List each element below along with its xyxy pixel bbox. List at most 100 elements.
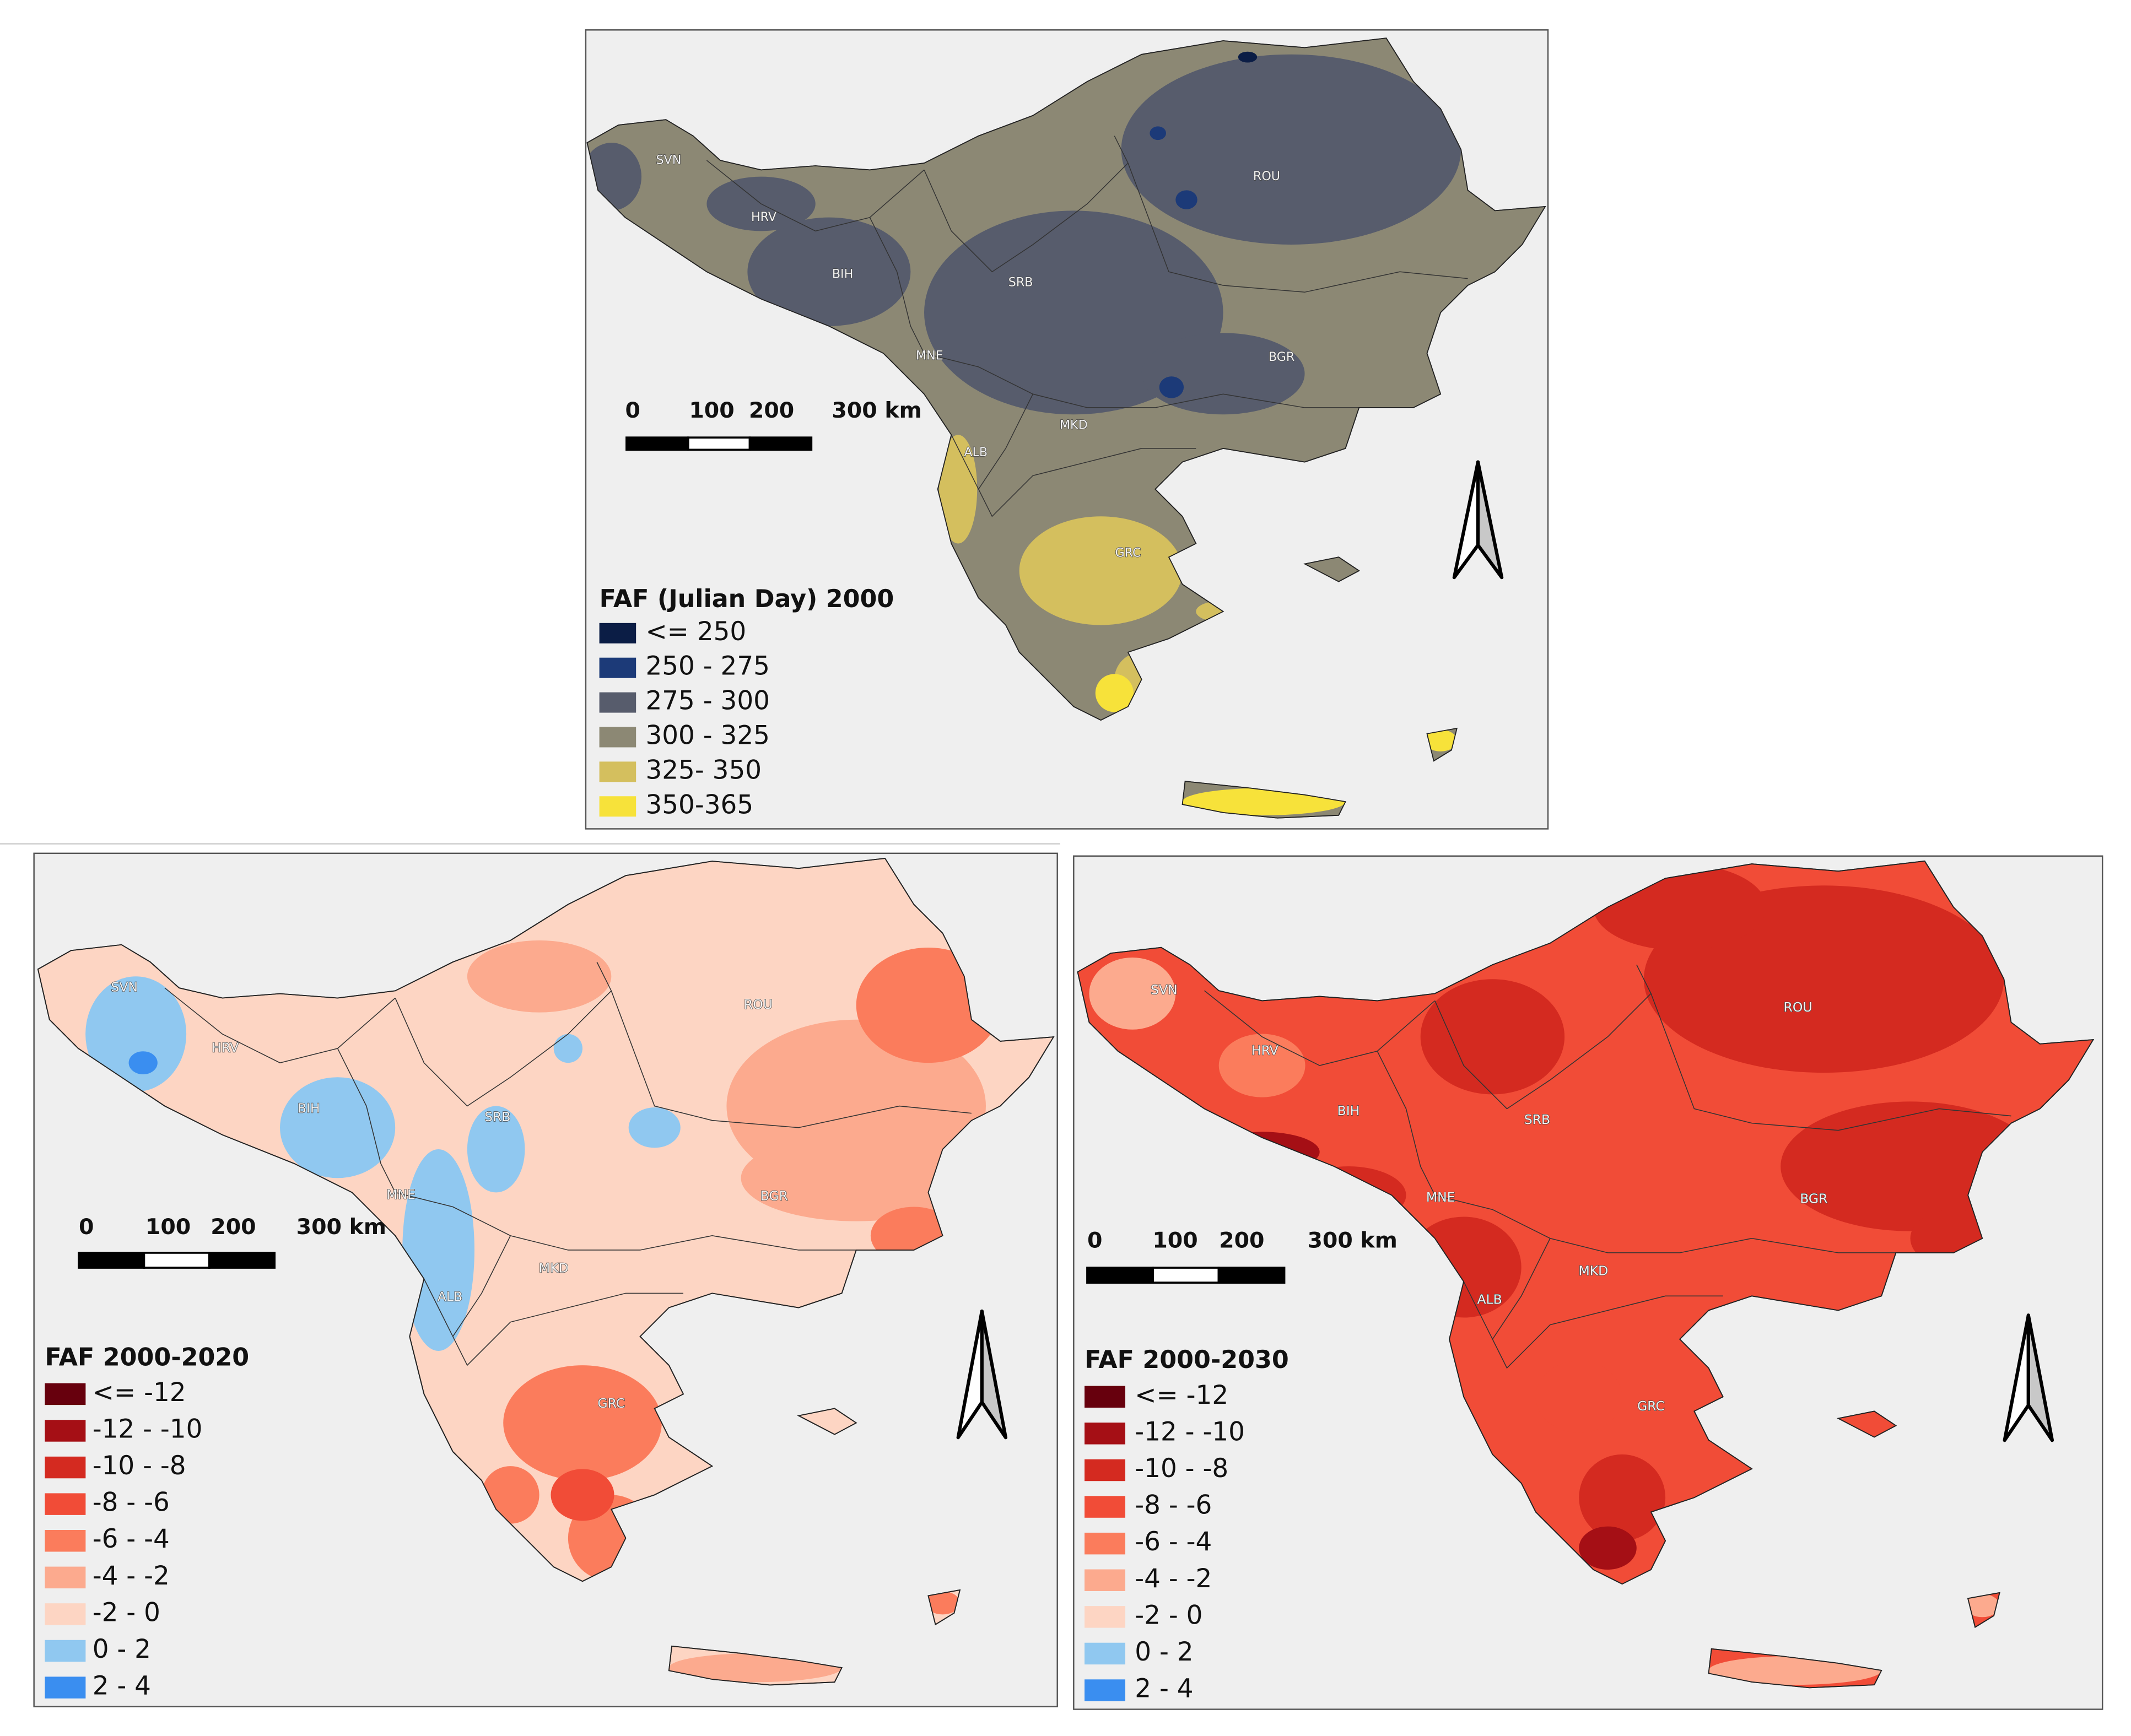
- country-label: HRV: [751, 210, 776, 224]
- country-border: [1377, 1051, 1436, 1196]
- legend-swatch: [45, 1456, 86, 1479]
- legend-swatch: [1085, 1569, 1126, 1591]
- scale-bar: [625, 436, 689, 451]
- country-label: HRV: [212, 1040, 239, 1055]
- legend-swatch: [599, 692, 636, 713]
- legend-title: FAF 2000-2030: [1085, 1346, 1289, 1374]
- scale-bar: [78, 1252, 145, 1269]
- legend-swatch: [599, 623, 636, 643]
- shade-zone: [1019, 516, 1183, 625]
- legend-label: -4 - -2: [93, 1561, 170, 1591]
- country-label: ALB: [1477, 1292, 1502, 1307]
- shading: [49, 940, 1001, 1683]
- legend-swatch: [45, 1420, 86, 1442]
- legend-label: -12 - -10: [93, 1414, 203, 1444]
- legend-swatch: [1085, 1532, 1126, 1555]
- country-label: GRC: [1637, 1398, 1665, 1414]
- country-border: [951, 434, 979, 490]
- legend-label: -2 - 0: [93, 1598, 160, 1627]
- scale-label: 0: [1087, 1228, 1102, 1253]
- country-border: [1650, 993, 2011, 1131]
- legend-swatch: [45, 1493, 86, 1515]
- country-border: [1463, 1281, 1493, 1340]
- north-arrow: [1476, 460, 1504, 580]
- country-label: MKD: [1060, 418, 1088, 432]
- shade-zone: [628, 1107, 681, 1148]
- legend-label: -4 - -2: [1135, 1564, 1212, 1594]
- legend-label: -8 - -6: [1135, 1491, 1212, 1521]
- legend-label: 0 - 2: [1135, 1637, 1193, 1667]
- legend-label: <= -12: [1135, 1381, 1228, 1410]
- country-border: [869, 217, 925, 354]
- legend-label: 0 - 2: [93, 1635, 151, 1664]
- shade-zone: [1159, 376, 1184, 398]
- country-label: MKD: [1578, 1263, 1608, 1278]
- scale-label: 200: [1219, 1228, 1264, 1253]
- legend-title: FAF 2000-2020: [45, 1343, 249, 1371]
- country-border: [1204, 990, 1436, 1066]
- legend-label: -6 - -4: [1135, 1527, 1212, 1557]
- country-label: SRB: [484, 1109, 510, 1124]
- legend-title: FAF (Julian Day) 2000: [600, 585, 894, 613]
- legend-swatch: [599, 761, 636, 782]
- shade-zone: [1238, 51, 1258, 63]
- shade-zone: [1095, 674, 1134, 712]
- shade-zone: [1121, 54, 1461, 245]
- scale-bar: [143, 1252, 211, 1269]
- legend-label: 250 - 275: [645, 652, 770, 682]
- scale-label: 200: [211, 1214, 256, 1240]
- country-border: [1434, 1194, 1896, 1253]
- country-label: ALB: [964, 445, 988, 459]
- shade-zone: [280, 1077, 396, 1178]
- legend-swatch: [1085, 1423, 1126, 1445]
- legend-swatch: [1085, 1496, 1126, 1518]
- country-label: BIH: [298, 1100, 320, 1116]
- shade-zone: [467, 1106, 525, 1193]
- shade-zone: [467, 940, 612, 1013]
- shade-zone: [1150, 126, 1166, 140]
- country-label: BGR: [1800, 1191, 1827, 1207]
- country-label: SVN: [656, 153, 681, 167]
- legend-label: 275 - 300: [645, 686, 770, 716]
- scale-label: 0: [625, 398, 640, 423]
- shade-zone: [741, 1134, 972, 1221]
- country-label: HRV: [1251, 1042, 1278, 1058]
- country-label: ROU: [744, 997, 773, 1012]
- shade-zone: [1089, 957, 1176, 1030]
- legend-swatch: [1085, 1642, 1126, 1665]
- legend-swatch: [599, 796, 636, 817]
- scale-label: 300 km: [832, 398, 921, 423]
- shade-zone: [1218, 1034, 1305, 1097]
- shade-zone: [85, 976, 187, 1092]
- legend-label: <= -12: [93, 1378, 186, 1408]
- scale-bar: [1152, 1267, 1220, 1284]
- north-arrow: [2026, 1313, 2054, 1442]
- country-label: ROU: [1784, 999, 1812, 1015]
- country-label: SVN: [111, 980, 138, 995]
- country-label: SRB: [1524, 1112, 1550, 1127]
- country-label: MNE: [916, 349, 943, 363]
- country-label: BGR: [760, 1188, 788, 1204]
- scale-bar: [1217, 1267, 1286, 1284]
- country-label: GRC: [597, 1396, 625, 1411]
- country-border: [924, 353, 1359, 408]
- legend-label: 300 - 325: [645, 721, 770, 750]
- shade-zone: [1579, 1526, 1637, 1570]
- country-label: ROU: [1253, 169, 1280, 183]
- legend-label: -10 - -8: [1135, 1454, 1228, 1484]
- country-border: [337, 1048, 396, 1193]
- legend-label: -2 - 0: [1135, 1600, 1202, 1630]
- shade-zone: [1141, 333, 1305, 415]
- legend-label: <= 250: [645, 617, 746, 647]
- map: SVN HRV BIH SRB MNE ROU BGR MKD ALB GRC: [37, 857, 1055, 1686]
- country-border: [978, 393, 1196, 517]
- legend-swatch: [599, 727, 636, 748]
- legend-swatch: [45, 1383, 86, 1405]
- country-border: [1492, 1238, 1723, 1369]
- shade-zone: [925, 1591, 960, 1615]
- country-border: [611, 991, 972, 1128]
- north-arrow: [980, 1309, 1008, 1440]
- scale-label: 200: [749, 398, 794, 423]
- scale-label: 300 km: [296, 1214, 386, 1240]
